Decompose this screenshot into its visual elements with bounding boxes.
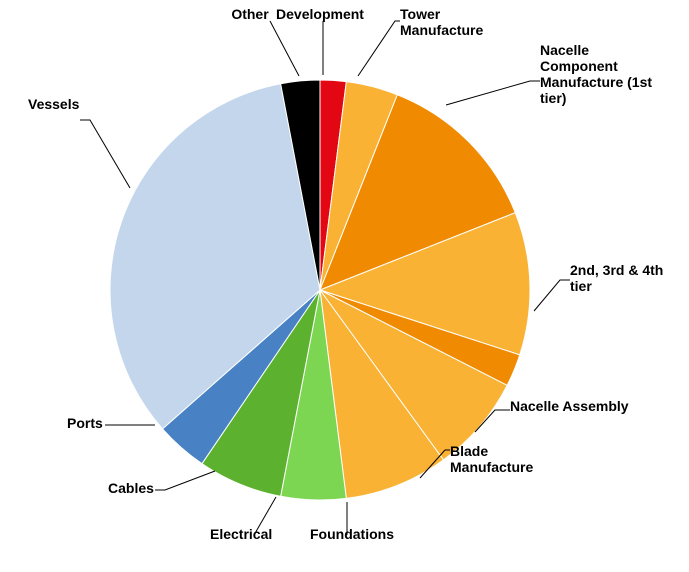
leader-line xyxy=(80,120,130,188)
slice-label: Vessels xyxy=(28,96,79,112)
slice-label: Development xyxy=(276,6,364,22)
slice-label: Other xyxy=(231,6,268,22)
slice-label: Cables xyxy=(108,480,154,496)
slice-label: 2nd, 3rd & 4th tier xyxy=(570,262,663,294)
slice-label: Blade Manufacture xyxy=(450,443,533,475)
slice-label: Ports xyxy=(67,415,103,431)
slice-label: Nacelle Assembly xyxy=(510,398,629,414)
slice-label: Foundations xyxy=(310,526,394,542)
slice-label: Electrical xyxy=(210,526,272,542)
slice-label: Nacelle Component Manufacture (1st tier) xyxy=(540,42,652,106)
slice-label: Tower Manufacture xyxy=(400,6,483,38)
leader-line xyxy=(534,280,570,311)
leader-line xyxy=(155,471,215,490)
pie-chart: Development Tower Manufacture Nacelle Comp… xyxy=(0,0,689,572)
leader-line xyxy=(270,21,299,76)
leader-line xyxy=(446,81,540,105)
leader-line xyxy=(358,21,400,76)
